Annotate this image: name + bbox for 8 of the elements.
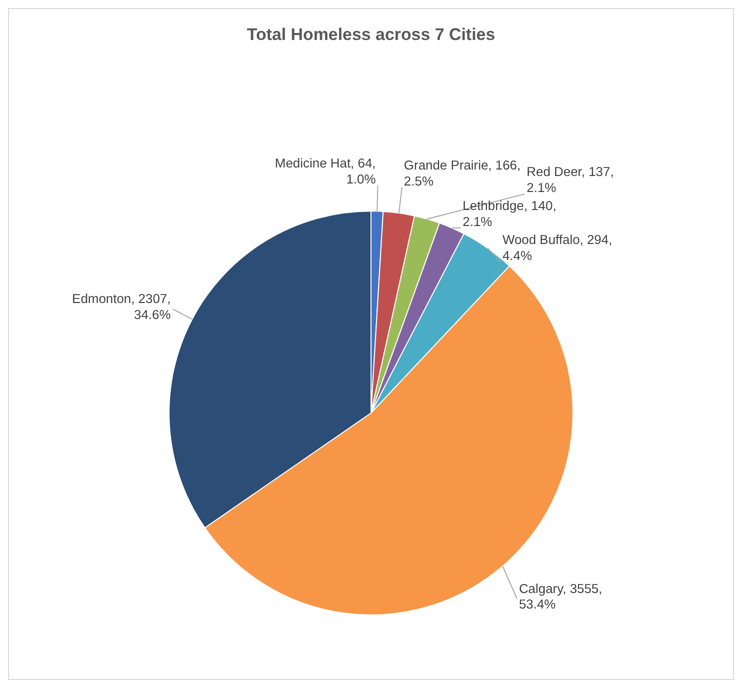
slice-label: Medicine Hat, 64, 1.0% bbox=[274, 155, 376, 186]
slice-label: Lethbridge, 140, 2.1% bbox=[462, 198, 556, 229]
slice-label: Wood Buffalo, 294, 4.4% bbox=[502, 232, 612, 263]
slice-label: Calgary, 3555, 53.4% bbox=[518, 580, 602, 612]
slice-label: Grande Prairie, 166, 2.5% bbox=[404, 157, 521, 188]
chart-title: Total Homeless across 7 Cities bbox=[246, 24, 496, 44]
slice-label: Red Deer, 137, 2.1% bbox=[526, 164, 614, 196]
slice-label: Edmonton, 2307, 34.6% bbox=[72, 291, 172, 322]
